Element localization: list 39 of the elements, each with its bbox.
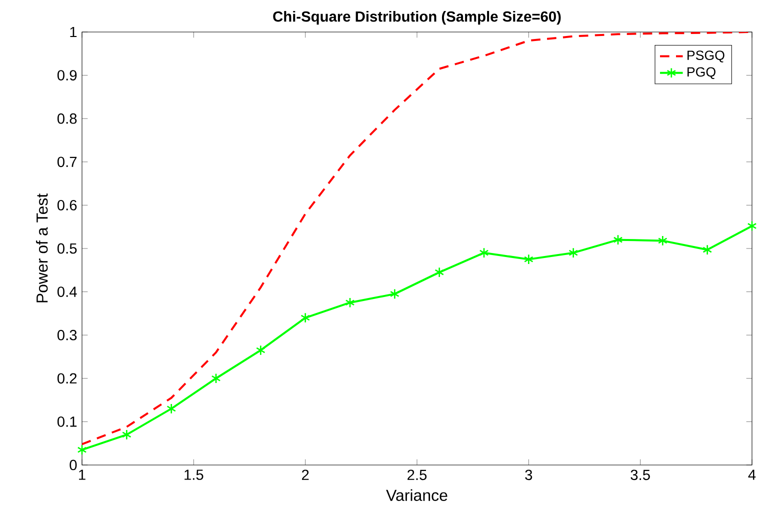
point	[747, 220, 757, 232]
x-tick-label: 1	[79, 470, 86, 480]
point	[613, 234, 623, 246]
y-tick-label: 0.6	[57, 200, 77, 210]
point	[479, 247, 489, 258]
y-tick-label: 0.8	[57, 113, 77, 124]
point	[390, 288, 400, 300]
x-tick-label: 1.5	[184, 470, 204, 480]
y-tick-label: 0.4	[57, 286, 77, 297]
y-tick-label: 0.2	[57, 373, 77, 384]
x-tick-label: 3	[525, 470, 532, 480]
y-tick-label: 0	[70, 460, 77, 470]
chart-title: Chi-Square Distribution (Sample Size=60)	[273, 10, 561, 25]
y-tick-label: 0.9	[57, 70, 77, 80]
y-tick-label: 0.1	[57, 416, 77, 427]
y-axis-title: Power of a Test	[36, 193, 48, 302]
x-axis-title: Variance	[386, 489, 448, 501]
point	[702, 244, 712, 256]
y-tick-label: 0.7	[57, 156, 77, 168]
point	[434, 266, 444, 278]
x-tick-label: 2	[302, 470, 309, 480]
point	[568, 247, 578, 258]
point	[658, 235, 668, 246]
legend-label: PGQ	[688, 67, 716, 80]
point	[256, 344, 266, 356]
point	[300, 312, 310, 324]
y-tick-label: 0.3	[57, 330, 77, 340]
y-tick-label: 1	[70, 26, 77, 38]
point	[77, 444, 87, 456]
legend-label: PSGQ	[688, 50, 724, 62]
point	[211, 373, 221, 384]
point	[524, 254, 534, 265]
point	[122, 429, 132, 440]
y-tick-label: 0.5	[57, 243, 77, 254]
x-tick-label: 3.5	[630, 470, 650, 480]
point	[166, 403, 176, 414]
x-tick-label: 4	[748, 470, 756, 480]
point	[345, 297, 355, 308]
x-tick-label: 2.5	[408, 470, 427, 480]
